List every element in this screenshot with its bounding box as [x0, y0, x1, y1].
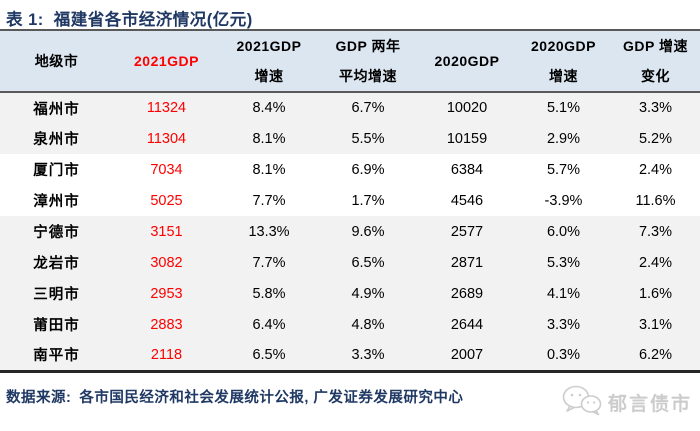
growth2020-cell: -3.9%: [544, 192, 583, 209]
city-cell: 厦门市: [33, 163, 80, 179]
gdp2020-cell: 2577: [450, 223, 484, 240]
city-cell: 福州市: [33, 101, 80, 118]
data-source-line: 数据来源: 各市国民经济和社会发展统计公报, 广发证券发展研究中心: [0, 373, 700, 407]
city-cell: 龙岩市: [33, 256, 80, 272]
table-row: 厦门市 7034 8.1% 6.9% 6384 5.7% 2.4%: [0, 154, 700, 185]
table-row: 龙岩市 3082 7.7% 6.5% 2871 5.3% 2.4%: [0, 247, 700, 278]
city-cell: 三明市: [33, 287, 80, 303]
avg2yr-cell: 5.5%: [351, 130, 385, 147]
gdp2020-cell: 2007: [450, 346, 484, 363]
gdp2021-cell: 2883: [150, 316, 183, 333]
growth2020-cell: 5.7%: [546, 161, 581, 178]
growth2021-cell: 7.7%: [252, 192, 286, 209]
source-label: 数据来源:: [6, 389, 72, 406]
growth2020-cell: 5.1%: [546, 100, 581, 116]
table-row: 宁德市 3151 13.3% 9.6% 2577 6.0% 7.3%: [0, 216, 700, 247]
growth2020-cell: 6.0%: [546, 223, 581, 240]
table-row: 福州市 11324 8.4% 6.7% 10020 5.1% 3.3%: [0, 92, 700, 123]
city-cell: 宁德市: [33, 225, 80, 241]
gdp2020-cell: 4546: [450, 192, 484, 209]
col-header-city: 地级市: [0, 31, 113, 93]
growth2021-cell: 13.3%: [248, 223, 290, 240]
gdp2020-cell: 10020: [446, 100, 488, 116]
change-cell: 3.1%: [638, 316, 673, 333]
avg2yr-cell: 6.5%: [351, 254, 385, 271]
avg2yr-cell: 6.9%: [351, 161, 385, 178]
city-cell: 泉州市: [33, 132, 80, 148]
gdp2021-cell: 7034: [150, 161, 183, 178]
col-header-gdp2021: 2021GDP: [113, 31, 220, 93]
growth2021-cell: 8.1%: [252, 130, 286, 147]
table-number-label: 表 1:: [6, 11, 44, 29]
brand-watermark: 郁言债市: [561, 384, 692, 421]
change-cell: 6.2%: [638, 346, 673, 363]
growth2020-cell: 3.3%: [546, 316, 581, 333]
table-title: 表 1: 福建省各市经济情况(亿元): [0, 0, 700, 31]
col-header-gdp2020: 2020GDP: [418, 31, 516, 93]
gdp2020-cell: 6384: [450, 161, 484, 178]
avg2yr-cell: 1.7%: [351, 192, 385, 209]
table-row: 莆田市 2883 6.4% 4.8% 2644 3.3% 3.1%: [0, 309, 700, 340]
growth2020-cell: 2.9%: [546, 130, 581, 147]
avg2yr-cell: 3.3%: [351, 346, 385, 363]
col-header-growth2020: 2020GDP 增速: [516, 31, 611, 93]
city-cell: 莆田市: [33, 318, 80, 334]
gdp2021-cell: 11304: [146, 130, 187, 147]
gdp2021-cell: 11324: [146, 100, 187, 116]
wechat-logo-icon: [561, 384, 603, 421]
growth2021-cell: 5.8%: [252, 285, 286, 302]
change-cell: 7.3%: [638, 223, 673, 240]
gdp2020-cell: 2871: [450, 254, 484, 271]
source-text: 各市国民经济和社会发展统计公报, 广发证券发展研究中心: [79, 389, 464, 406]
gdp2021-cell: 2953: [150, 285, 183, 302]
avg2yr-cell: 6.7%: [351, 100, 385, 116]
growth2020-cell: 5.3%: [546, 254, 581, 271]
col-header-change: GDP 增速 变化: [611, 31, 700, 93]
change-cell: 1.6%: [638, 285, 673, 302]
growth2021-cell: 7.7%: [252, 254, 286, 271]
table-row: 南平市 2118 6.5% 3.3% 2007 0.3% 6.2%: [0, 340, 700, 371]
city-cell: 漳州市: [33, 194, 80, 210]
growth2021-cell: 8.1%: [252, 161, 286, 178]
table-title-text: 福建省各市经济情况(亿元): [53, 11, 253, 29]
gdp2020-cell: 2689: [450, 285, 484, 302]
table-row: 泉州市 11304 8.1% 5.5% 10159 2.9% 5.2%: [0, 123, 700, 154]
col-header-avg2yr: GDP 两年 平均增速: [318, 31, 418, 93]
table-row: 漳州市 5025 7.7% 1.7% 4546 -3.9% 11.6%: [0, 185, 700, 216]
avg2yr-cell: 4.8%: [351, 316, 385, 333]
city-cell: 南平市: [33, 348, 80, 365]
gdp2021-cell: 3151: [150, 223, 183, 240]
gdp2021-cell: 2118: [150, 346, 183, 363]
watermark-text: 郁言债市: [607, 394, 692, 415]
growth2020-cell: 0.3%: [546, 346, 581, 363]
econ-table: 地级市 2021GDP 2021GDP 增速 GDP 两年 平均增速 2020GDP…: [0, 31, 700, 373]
growth2021-cell: 6.5%: [252, 346, 286, 363]
gdp2021-cell: 3082: [150, 254, 183, 271]
change-cell: 2.4%: [638, 254, 673, 271]
gdp2021-cell: 5025: [150, 192, 183, 209]
col-header-growth2021: 2021GDP 增速: [220, 31, 318, 93]
growth2020-cell: 4.1%: [546, 285, 581, 302]
avg2yr-cell: 4.9%: [351, 285, 385, 302]
table-row: 三明市 2953 5.8% 4.9% 2689 4.1% 1.6%: [0, 278, 700, 309]
growth2021-cell: 6.4%: [252, 316, 286, 333]
change-cell: 2.4%: [638, 161, 673, 178]
header-row: 地级市 2021GDP 2021GDP 增速 GDP 两年 平均增速 2020GDP…: [0, 31, 700, 93]
avg2yr-cell: 9.6%: [351, 223, 385, 240]
change-cell: 3.3%: [638, 100, 673, 116]
change-cell: 5.2%: [638, 130, 673, 147]
gdp2020-cell: 10159: [446, 130, 488, 147]
change-cell: 11.6%: [635, 192, 676, 209]
gdp2020-cell: 2644: [450, 316, 484, 333]
growth2021-cell: 8.4%: [252, 100, 286, 116]
